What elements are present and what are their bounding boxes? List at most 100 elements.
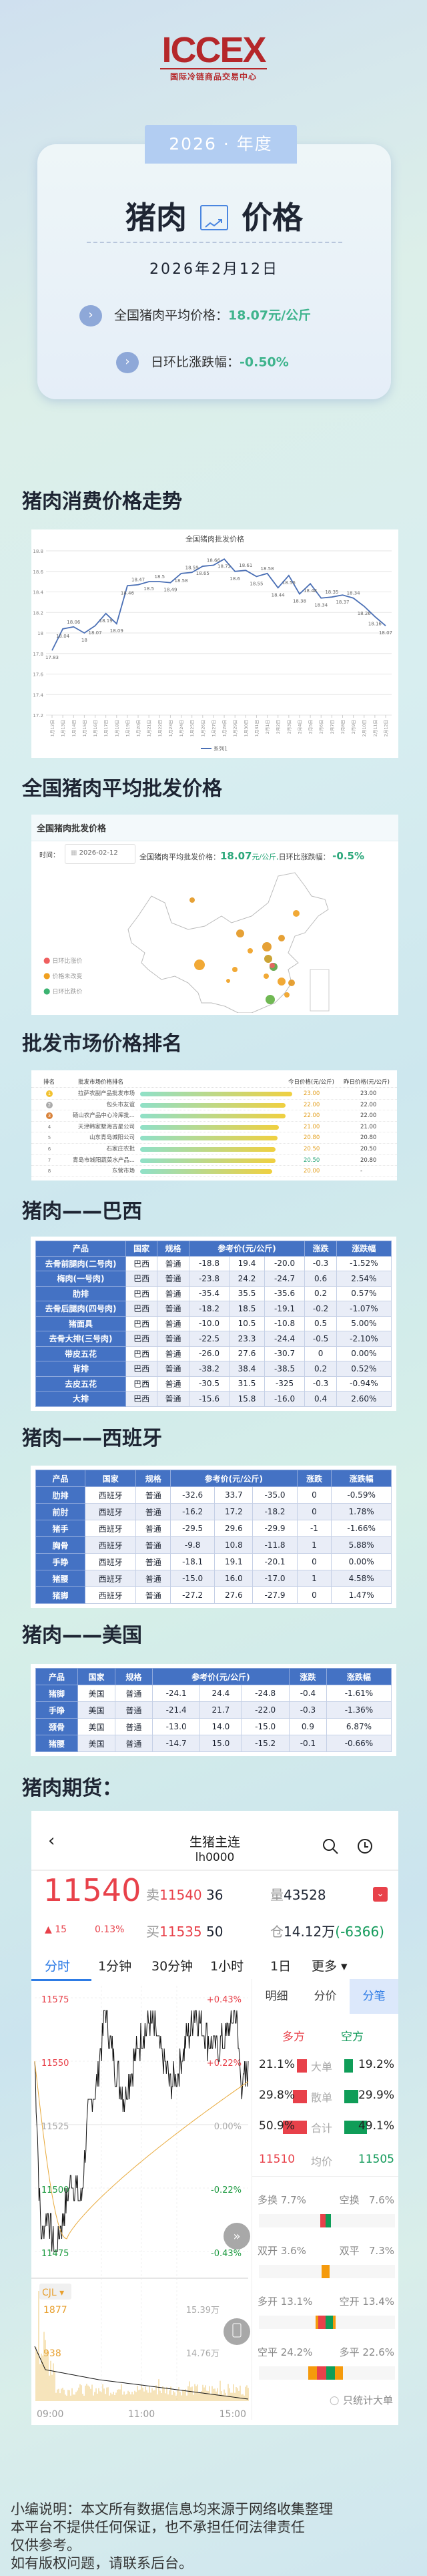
data-label: 18.66 xyxy=(207,558,221,564)
ranking-row: 8 东营市场 20.00 - xyxy=(31,1166,397,1177)
disclaimer-line: 小编说明：本文所有数据信息均来源于网络收集整理 xyxy=(11,2501,333,2517)
table-cell: 普通 xyxy=(135,1520,171,1537)
tab-3[interactable]: 1小时 xyxy=(210,1959,244,1974)
year-tab: 2026 · 年度 xyxy=(145,125,297,164)
side-tab-1[interactable]: 分价 xyxy=(314,1990,337,2003)
side-tab-0[interactable]: 明细 xyxy=(265,1990,288,2003)
legend-item-down[interactable]: ● 日环比跌价 xyxy=(43,984,82,1000)
tab-2[interactable]: 30分钟 xyxy=(151,1959,193,1974)
time-axis-label: 11:00 xyxy=(128,2409,155,2420)
column-header: 产品 xyxy=(35,1241,126,1257)
map-legend: ● 日环比涨价 ● 价格未改变 ● 日环比跌价 xyxy=(43,953,82,1000)
long-bar xyxy=(283,2121,307,2134)
clock-icon[interactable] xyxy=(356,1838,374,1858)
intraday-chart[interactable]: 11575 11550 11525 11500 11475 +0.43% +0.22% 0.0… xyxy=(31,1979,252,2425)
column-header: 涨跌幅 xyxy=(326,1668,392,1685)
x-tick-label: 1月29日 xyxy=(233,720,238,736)
date-value: 2026-02-12 xyxy=(79,849,118,857)
rank-badge: 3 xyxy=(46,1112,53,1120)
legend-item-flat[interactable]: ● 价格未改变 xyxy=(43,969,82,984)
table-cell: 6.87% xyxy=(326,1718,392,1735)
volume-mid-label: 938 xyxy=(43,2348,61,2359)
long-bar xyxy=(293,2090,307,2103)
logo-subtitle: 国际冷链商品交易中心 xyxy=(169,72,257,81)
pair-bar xyxy=(326,2214,332,2227)
table-cell: 14.0 xyxy=(199,1718,242,1735)
map-card-title: 全国猪肉批发价格 xyxy=(31,815,398,841)
table-cell: -16.0 xyxy=(264,1391,306,1407)
x-tick-label: 1月28日 xyxy=(222,720,228,736)
data-label: 18.19 xyxy=(99,618,113,624)
legend-item-up[interactable]: ● 日环比涨价 xyxy=(43,953,82,969)
search-icon[interactable] xyxy=(322,1838,339,1858)
long-side-label: 多方 xyxy=(282,2030,305,2044)
expand-dropdown-icon[interactable]: ⌄ xyxy=(373,1887,388,1902)
table-cell: 29.6 xyxy=(214,1520,254,1537)
table-cell: 31.5 xyxy=(229,1375,265,1391)
data-label: 18.58 xyxy=(175,578,188,584)
volume-value: 43528 xyxy=(284,1887,326,1903)
table-cell: -20.1 xyxy=(252,1553,298,1570)
date-picker[interactable]: ▦ 2026-02-12 xyxy=(65,844,135,864)
table-cell: 1 xyxy=(296,1536,332,1554)
table-cell: -1.66% xyxy=(331,1520,392,1537)
x-tick-label: 1月25日 xyxy=(189,720,195,736)
tab-1[interactable]: 1分钟 xyxy=(98,1959,132,1974)
table-cell: -0.2 xyxy=(304,1301,337,1317)
price-bar xyxy=(140,1124,280,1130)
hero-title: 猪肉 价格 xyxy=(37,194,391,238)
table-cell: 0 xyxy=(296,1486,332,1504)
table-cell: -0.3 xyxy=(304,1255,337,1271)
table-row: 去骨大排(三号肉) 巴西 普通 -22.5 23.3 -24.4 -0.5 -2.10% xyxy=(35,1331,392,1347)
y-tick-label: 18.2 xyxy=(33,610,43,616)
table-cell: -30.7 xyxy=(264,1345,306,1361)
column-header: 国家 xyxy=(77,1668,115,1685)
product-cell: 背排 xyxy=(35,1361,126,1377)
data-label: 18.58 xyxy=(261,566,274,572)
pair-right: 空换 7.6% xyxy=(339,2194,394,2206)
table-cell: 普通 xyxy=(135,1486,171,1504)
table-row: 前肘 西班牙 普通 -16.2 17.2 -18.2 0 1.78% xyxy=(35,1503,392,1520)
china-map[interactable] xyxy=(31,869,398,1013)
pair-right: 多平 22.6% xyxy=(339,2346,394,2358)
rotate-screen-button[interactable] xyxy=(224,2318,250,2345)
province-dot xyxy=(248,948,253,953)
x-tick-label: 2月3日 xyxy=(286,720,292,734)
average-price-line xyxy=(34,2061,249,2239)
volume-row: 量43528 xyxy=(270,1884,326,1904)
price-line xyxy=(34,2010,249,2252)
product-cell: 带皮五花 xyxy=(35,1345,126,1361)
table-cell: 巴西 xyxy=(125,1391,158,1407)
table-cell: -0.1 xyxy=(288,1735,327,1752)
yesterday-price: 20.80 xyxy=(360,1156,377,1164)
price-change: ▲ 15 xyxy=(45,1924,67,1935)
change-row: › 日环比涨跌幅：-0.50% xyxy=(116,352,289,373)
product-cell: 手睁 xyxy=(35,1701,78,1719)
table-cell: -0.66% xyxy=(326,1735,392,1752)
side-tab-2[interactable]: 分笔 xyxy=(350,1979,398,2014)
back-button[interactable]: ‹ xyxy=(48,1831,55,1851)
table-cell: 27.6 xyxy=(229,1345,265,1361)
tab-5[interactable]: 更多 ▾ xyxy=(312,1959,348,1974)
x-tick-label: 1月27日 xyxy=(211,720,216,736)
only-big-orders-toggle[interactable]: ○ 只统计大单 xyxy=(330,2393,393,2407)
tab-4[interactable]: 1日 xyxy=(270,1959,292,1974)
oi-label: 仓 xyxy=(270,1924,284,1940)
long-pct: 21.1% xyxy=(259,2058,296,2071)
map-card: 全国猪肉批发价格 时间： ▦ 2026-02-12 全国猪肉平均批发价格：18.… xyxy=(31,815,398,1015)
table-cell: 18.5 xyxy=(229,1301,265,1317)
avg-price-row: › 全国猪肉平均价格：18.07元/公斤 xyxy=(79,305,311,327)
short-pct: 19.2% xyxy=(358,2058,394,2071)
column-header: 排名 xyxy=(43,1079,55,1086)
section-title-spain: 猪肉——西班牙 xyxy=(22,1427,162,1450)
table-row: 去骨前腿肉(二号肉) 巴西 普通 -18.8 19.4 -20.0 -0.3 -1.52% xyxy=(35,1255,392,1271)
dot-icon: ● xyxy=(43,971,51,980)
tab-0[interactable]: 分时 xyxy=(45,1959,71,1974)
table-cell: 0.9 xyxy=(288,1718,327,1735)
y-tick-label: 17.2 xyxy=(33,713,43,718)
collapse-button[interactable] xyxy=(224,2223,250,2249)
market-name: 砀山农产品中心冷库批... xyxy=(72,1112,135,1120)
x-tick-label: 1月15日 xyxy=(82,720,87,736)
price-bar xyxy=(140,1102,286,1108)
column-header: 规格 xyxy=(114,1668,153,1685)
